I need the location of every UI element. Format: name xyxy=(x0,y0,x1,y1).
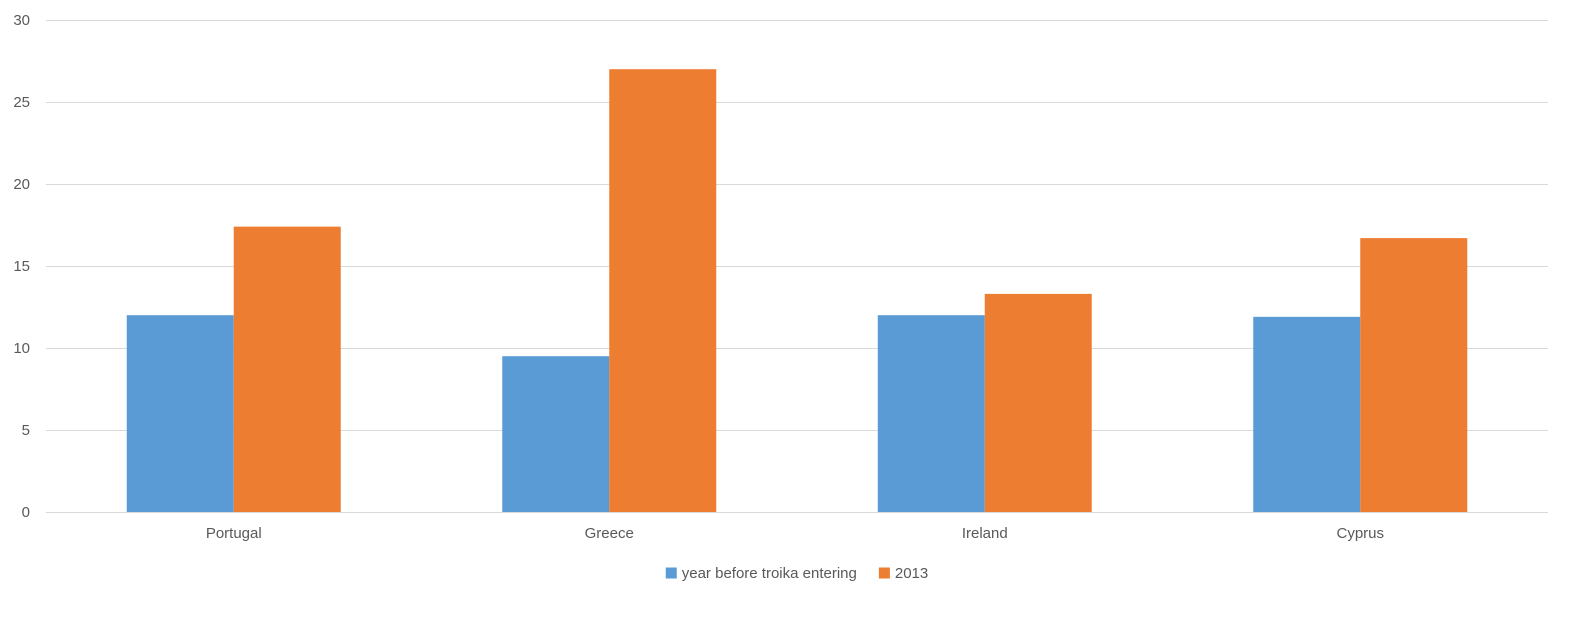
x-tick-label-ireland: Ireland xyxy=(962,525,1008,542)
legend-swatch-2 xyxy=(878,567,890,579)
bar-cyprus-series-2 xyxy=(1360,238,1468,512)
legend-swatch-1 xyxy=(665,567,677,579)
legend: year before troika entering 2013 xyxy=(665,565,928,582)
bar-ireland-series-1 xyxy=(877,315,985,512)
y-tick-label-30: 30 xyxy=(13,12,30,29)
bar-greece-series-1 xyxy=(502,356,610,512)
y-tick-label-5: 5 xyxy=(22,422,30,439)
axes: 0 5 10 15 20 25 30 Portugal Greece Ireland Cyprus xyxy=(13,12,1548,542)
y-tick-label-10: 10 xyxy=(13,340,30,357)
x-tick-label-portugal: Portugal xyxy=(206,525,262,542)
bar-greece-series-2 xyxy=(609,69,717,512)
y-tick-label-15: 15 xyxy=(13,258,30,275)
legend-label-1: year before troika entering xyxy=(682,565,857,582)
bar-portugal-series-2 xyxy=(233,226,341,512)
y-tick-label-25: 25 xyxy=(13,94,30,111)
bar-ireland-series-2 xyxy=(984,293,1092,512)
bar-cyprus-series-1 xyxy=(1253,316,1361,512)
bar-portugal-series-1 xyxy=(126,315,234,512)
y-tick-label-0: 0 xyxy=(22,504,30,521)
x-tick-label-cyprus: Cyprus xyxy=(1336,525,1384,542)
y-tick-label-20: 20 xyxy=(13,176,30,193)
x-tick-label-greece: Greece xyxy=(585,525,634,542)
legend-label-2: 2013 xyxy=(895,565,928,582)
bars xyxy=(126,69,1468,512)
